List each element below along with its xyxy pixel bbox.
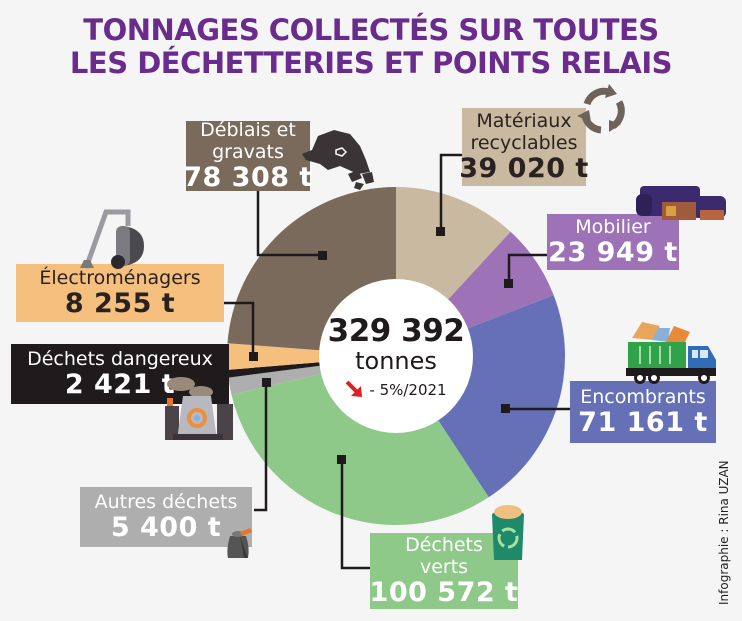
value-text: 71 161 t bbox=[578, 407, 708, 438]
total-unit: tonnes bbox=[355, 347, 437, 375]
trash-bag-icon bbox=[227, 528, 252, 558]
donut-center: 329 392 tonnes - 5%/2021 bbox=[318, 314, 474, 400]
label-text: Déblais et bbox=[200, 119, 296, 141]
yoy-change-text: - 5%/2021 bbox=[369, 381, 447, 399]
title-line-1: TONNAGES COLLECTÉS SUR TOUTES bbox=[83, 13, 659, 47]
label-text: Autres déchets bbox=[94, 491, 238, 513]
leader-verts bbox=[340, 460, 372, 570]
callout-mobilier: Mobilier 23 949 t bbox=[547, 214, 679, 270]
callout-electromenagers: Électroménagers 8 255 t bbox=[16, 264, 224, 322]
rubble-icon bbox=[302, 130, 374, 190]
label-text: gravats bbox=[212, 141, 284, 163]
callout-autres-dechets: Autres déchets 5 400 t bbox=[80, 487, 252, 547]
value-text: 78 308 t bbox=[183, 162, 313, 193]
leader-deblais bbox=[256, 190, 322, 257]
leader-markers bbox=[249, 227, 513, 464]
vacuum-icon bbox=[80, 209, 144, 269]
label-text: recyclables bbox=[470, 132, 578, 154]
down-arrow-icon bbox=[345, 380, 363, 397]
green-bin-icon bbox=[492, 505, 524, 560]
callout-dechets-verts: Déchets verts 100 572 t bbox=[370, 533, 518, 609]
label-text: verts bbox=[419, 556, 469, 578]
truck-icon bbox=[626, 322, 716, 384]
pie-slice bbox=[226, 343, 396, 370]
value-text: 8 255 t bbox=[64, 288, 176, 319]
value-text: 100 572 t bbox=[369, 577, 519, 608]
callout-encombrants: Encombrants 71 161 t bbox=[570, 381, 716, 443]
value-text: 5 400 t bbox=[110, 512, 222, 543]
leader-materiaux bbox=[439, 153, 462, 232]
factory-icon bbox=[165, 377, 233, 440]
pie-slice bbox=[231, 356, 489, 525]
title-line-2: LES DÉCHETTERIES ET POINTS RELAIS bbox=[69, 46, 673, 80]
leader-mobilier bbox=[507, 253, 547, 284]
label-text: Électroménagers bbox=[39, 267, 201, 289]
callout-deblais-gravats: Déblais et gravats 78 308 t bbox=[183, 119, 313, 193]
sofa-icon bbox=[636, 186, 726, 220]
yoy-change: - 5%/2021 bbox=[318, 380, 474, 400]
label-text: Déchets dangereux bbox=[27, 348, 213, 370]
recycle-icon bbox=[577, 84, 625, 134]
value-text: 23 949 t bbox=[548, 237, 678, 268]
leader-autres bbox=[254, 383, 268, 512]
value-text: 39 020 t bbox=[459, 153, 589, 184]
credit-text: Infographie : Rina UZAN bbox=[717, 460, 731, 605]
total-tonnage: 329 392 bbox=[327, 313, 465, 349]
leader-electro bbox=[224, 301, 255, 357]
label-text: Mobilier bbox=[575, 216, 651, 238]
callout-materiaux-recyclables: Matériaux recyclables 39 020 t bbox=[459, 108, 589, 186]
label-text: Déchets bbox=[405, 534, 483, 556]
callout-dechets-dangereux: Déchets dangereux 2 421 t bbox=[11, 344, 229, 404]
chart-title: TONNAGES COLLECTÉS SUR TOUTES LES DÉCHET… bbox=[0, 14, 742, 80]
label-text: Encombrants bbox=[580, 386, 706, 408]
value-text: 2 421 t bbox=[64, 369, 176, 400]
label-text: Matériaux bbox=[476, 110, 572, 132]
